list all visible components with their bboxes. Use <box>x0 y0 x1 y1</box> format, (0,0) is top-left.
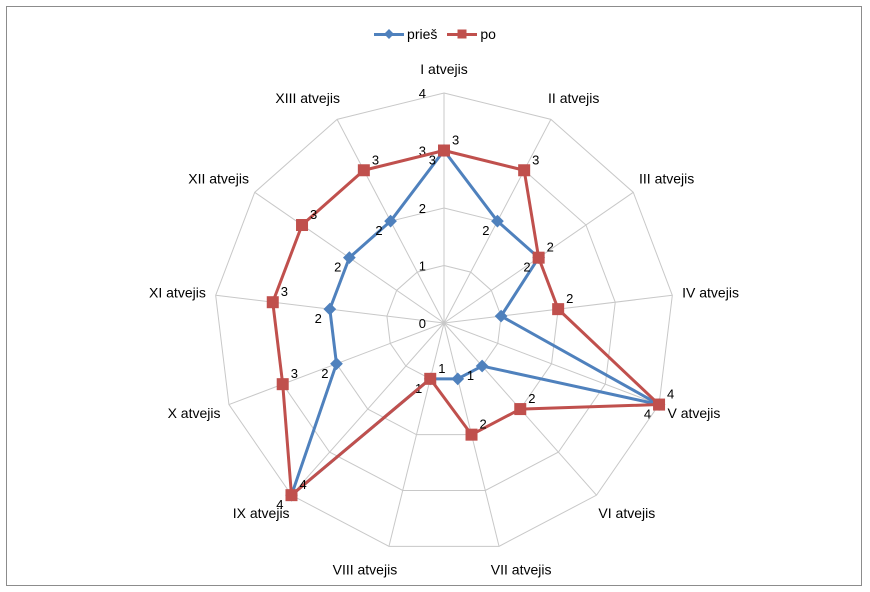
category-label: VI atvejis <box>598 505 655 521</box>
series-2-point <box>514 403 527 416</box>
series-2-data-label: 2 <box>480 417 487 432</box>
series-2-point <box>276 378 289 391</box>
axis-tick-label: 0 <box>419 316 426 331</box>
series-2-data-label: 3 <box>310 207 317 222</box>
category-label: X atvejis <box>168 405 221 421</box>
series-1-point <box>491 214 504 228</box>
chart-frame <box>6 6 862 586</box>
series-2-point <box>552 303 565 316</box>
series-2-data-label: 1 <box>438 361 445 376</box>
series-2-data-label: 3 <box>532 152 539 167</box>
series-2-data-label: 3 <box>281 284 288 299</box>
series-2-data-label: 3 <box>291 366 298 381</box>
category-label: XIII atvejis <box>275 90 340 106</box>
series-line-2 <box>271 149 661 497</box>
axis-tick-label: 4 <box>419 86 426 101</box>
series-2-data-label: 2 <box>566 291 573 306</box>
category-label: V atvejis <box>667 405 720 421</box>
series-2-point <box>357 164 370 177</box>
series-2-data-label: 3 <box>372 152 379 167</box>
series-2-point <box>532 251 545 264</box>
axis-tick-label: 1 <box>419 259 426 274</box>
series-1-point <box>494 309 508 323</box>
category-label: III atvejis <box>639 171 694 187</box>
legend-item-po: po <box>447 26 496 42</box>
series-1-data-label: 1 <box>467 368 474 383</box>
category-label: XI atvejis <box>149 284 206 300</box>
legend-marker-po <box>457 29 467 39</box>
series-1-point <box>475 359 489 373</box>
series-1-data-label: 2 <box>321 366 328 381</box>
legend-item-pries: prieš <box>374 26 437 42</box>
legend-label-pries: prieš <box>407 26 438 42</box>
series-1-data-label: 2 <box>482 223 489 238</box>
grid-spoke-5 <box>443 322 660 406</box>
legend: prieš po <box>0 26 870 42</box>
grid-spoke-9 <box>291 322 445 496</box>
grid-ring-4 <box>215 92 673 547</box>
series-2-point <box>465 428 478 441</box>
category-label: VII atvejis <box>491 562 552 578</box>
series-1-data-label: 2 <box>334 260 341 275</box>
series-2-data-label: 2 <box>528 391 535 406</box>
series-2-point <box>653 398 666 411</box>
axis-tick-label: 2 <box>419 201 426 216</box>
series-line-1 <box>289 149 661 497</box>
category-label: I atvejis <box>420 61 467 77</box>
series-1-data-label: 4 <box>276 497 283 512</box>
series-2-point <box>285 489 298 502</box>
series-1-point <box>323 302 337 316</box>
series-1-data-label: 2 <box>523 260 530 275</box>
legend-swatch-po <box>447 29 478 39</box>
legend-swatch-pries <box>374 29 405 39</box>
series-1-data-label: 3 <box>429 153 436 168</box>
category-label: II atvejis <box>548 90 599 106</box>
series-1-data-label: 2 <box>315 311 322 326</box>
series-1-point <box>451 372 465 386</box>
series-2-point <box>296 219 309 232</box>
series-2-data-label: 3 <box>452 133 459 148</box>
series-2-data-label: 4 <box>299 477 306 492</box>
axis-tick-label: 3 <box>419 144 426 159</box>
series-2-data-label: 2 <box>547 240 554 255</box>
series-2-point <box>266 296 279 309</box>
category-label: VIII atvejis <box>333 562 398 578</box>
series-2-point <box>424 372 437 385</box>
series-1-data-label: 2 <box>375 223 382 238</box>
category-label: XII atvejis <box>188 171 249 187</box>
series-2-point <box>438 144 450 157</box>
series-1-point <box>384 214 397 228</box>
category-label: IX atvejis <box>233 505 290 521</box>
grid-spoke-8 <box>388 322 445 547</box>
series-2-point <box>518 164 531 177</box>
series-2-data-label: 4 <box>667 387 674 402</box>
legend-label-po: po <box>480 26 496 42</box>
series-1-data-label: 4 <box>644 407 651 422</box>
series-1-point <box>330 357 343 371</box>
category-label: IV atvejis <box>682 284 739 300</box>
